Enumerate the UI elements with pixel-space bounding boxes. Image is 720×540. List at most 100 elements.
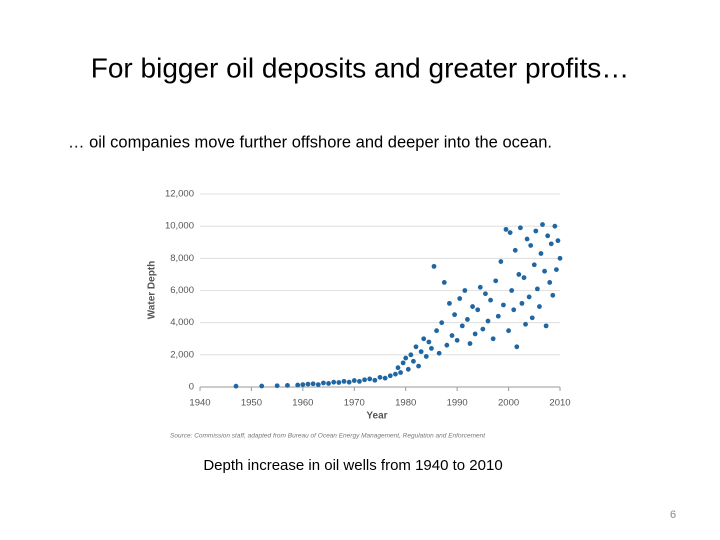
point bbox=[509, 288, 515, 293]
point bbox=[485, 318, 491, 324]
point bbox=[528, 243, 534, 248]
x-tick-label: 1950 bbox=[241, 398, 262, 409]
point bbox=[457, 296, 463, 301]
point bbox=[498, 259, 504, 264]
point bbox=[377, 374, 383, 380]
point bbox=[434, 328, 439, 334]
point bbox=[341, 378, 347, 384]
point bbox=[512, 247, 518, 253]
y-tick-label: 0 bbox=[189, 382, 194, 393]
point bbox=[534, 286, 540, 292]
point bbox=[550, 292, 556, 298]
point bbox=[454, 337, 460, 343]
page-number: 6 bbox=[670, 509, 676, 521]
point bbox=[519, 300, 525, 306]
point bbox=[529, 315, 535, 321]
x-tick-label: 1980 bbox=[395, 398, 416, 409]
source-note: Source: Commission staff, adapted from B… bbox=[170, 433, 486, 440]
point bbox=[554, 267, 559, 272]
y-tick-label: 6,000 bbox=[170, 285, 194, 296]
point bbox=[493, 278, 499, 284]
y-tick-label: 10,000 bbox=[165, 221, 194, 232]
point bbox=[523, 321, 528, 327]
point bbox=[372, 377, 378, 383]
point bbox=[441, 280, 447, 285]
point bbox=[431, 263, 437, 269]
slide-title: For bigger oil deposits and greater prof… bbox=[91, 52, 630, 83]
point bbox=[545, 233, 551, 239]
point bbox=[548, 241, 554, 247]
x-tick-label: 2000 bbox=[498, 398, 519, 409]
point bbox=[472, 331, 478, 337]
point bbox=[274, 383, 280, 389]
point bbox=[495, 313, 501, 319]
point bbox=[483, 291, 488, 297]
point bbox=[537, 304, 542, 309]
slide-subtitle: … oil companies move further offshore an… bbox=[68, 133, 552, 151]
point bbox=[393, 371, 398, 377]
point bbox=[531, 262, 537, 268]
point bbox=[538, 251, 544, 256]
point bbox=[488, 297, 493, 303]
point bbox=[459, 323, 465, 329]
point bbox=[331, 379, 337, 385]
point bbox=[398, 370, 403, 375]
point bbox=[362, 377, 367, 383]
point bbox=[395, 365, 401, 371]
point bbox=[439, 320, 445, 326]
y-tick-label: 4,000 bbox=[170, 317, 194, 328]
point bbox=[452, 312, 457, 318]
point bbox=[444, 342, 450, 348]
y-axis-label: Water Depth bbox=[147, 261, 158, 320]
point bbox=[475, 307, 481, 313]
point bbox=[511, 307, 517, 313]
point bbox=[526, 294, 532, 300]
point bbox=[416, 363, 421, 369]
y-tick-label: 8,000 bbox=[170, 253, 194, 264]
point bbox=[477, 284, 483, 290]
y-tick-label: 12,000 bbox=[165, 189, 194, 200]
point bbox=[557, 255, 563, 261]
point bbox=[521, 275, 527, 281]
point bbox=[423, 354, 429, 359]
point bbox=[421, 336, 427, 342]
point bbox=[426, 339, 432, 345]
point bbox=[351, 378, 357, 383]
point bbox=[507, 230, 513, 236]
point bbox=[552, 223, 558, 229]
point bbox=[449, 333, 455, 338]
x-tick-label: 1960 bbox=[292, 398, 313, 409]
point bbox=[400, 360, 406, 366]
point bbox=[285, 382, 290, 388]
point bbox=[547, 280, 553, 285]
point bbox=[524, 236, 530, 242]
point bbox=[300, 382, 306, 387]
x-axis-label: Year bbox=[366, 411, 387, 422]
chart-frame bbox=[108, 173, 598, 450]
point bbox=[470, 304, 475, 309]
point bbox=[429, 346, 434, 351]
point bbox=[543, 323, 549, 329]
point bbox=[315, 382, 321, 387]
caption: Depth increase in oil wells from 1940 to… bbox=[203, 457, 502, 474]
point bbox=[357, 378, 362, 384]
point bbox=[533, 228, 539, 234]
point bbox=[436, 350, 442, 356]
x-tick-label: 2010 bbox=[549, 398, 570, 409]
point bbox=[382, 375, 388, 381]
x-tick-label: 1990 bbox=[447, 398, 468, 409]
point bbox=[295, 382, 301, 388]
point bbox=[321, 380, 326, 386]
x-tick-label: 1970 bbox=[344, 398, 365, 409]
point bbox=[326, 381, 331, 386]
point bbox=[555, 238, 561, 244]
point bbox=[467, 341, 473, 346]
point bbox=[310, 381, 316, 387]
point bbox=[367, 376, 373, 382]
point bbox=[501, 302, 506, 308]
point bbox=[447, 300, 452, 306]
x-tick-label: 1940 bbox=[189, 398, 210, 409]
point bbox=[387, 373, 393, 379]
